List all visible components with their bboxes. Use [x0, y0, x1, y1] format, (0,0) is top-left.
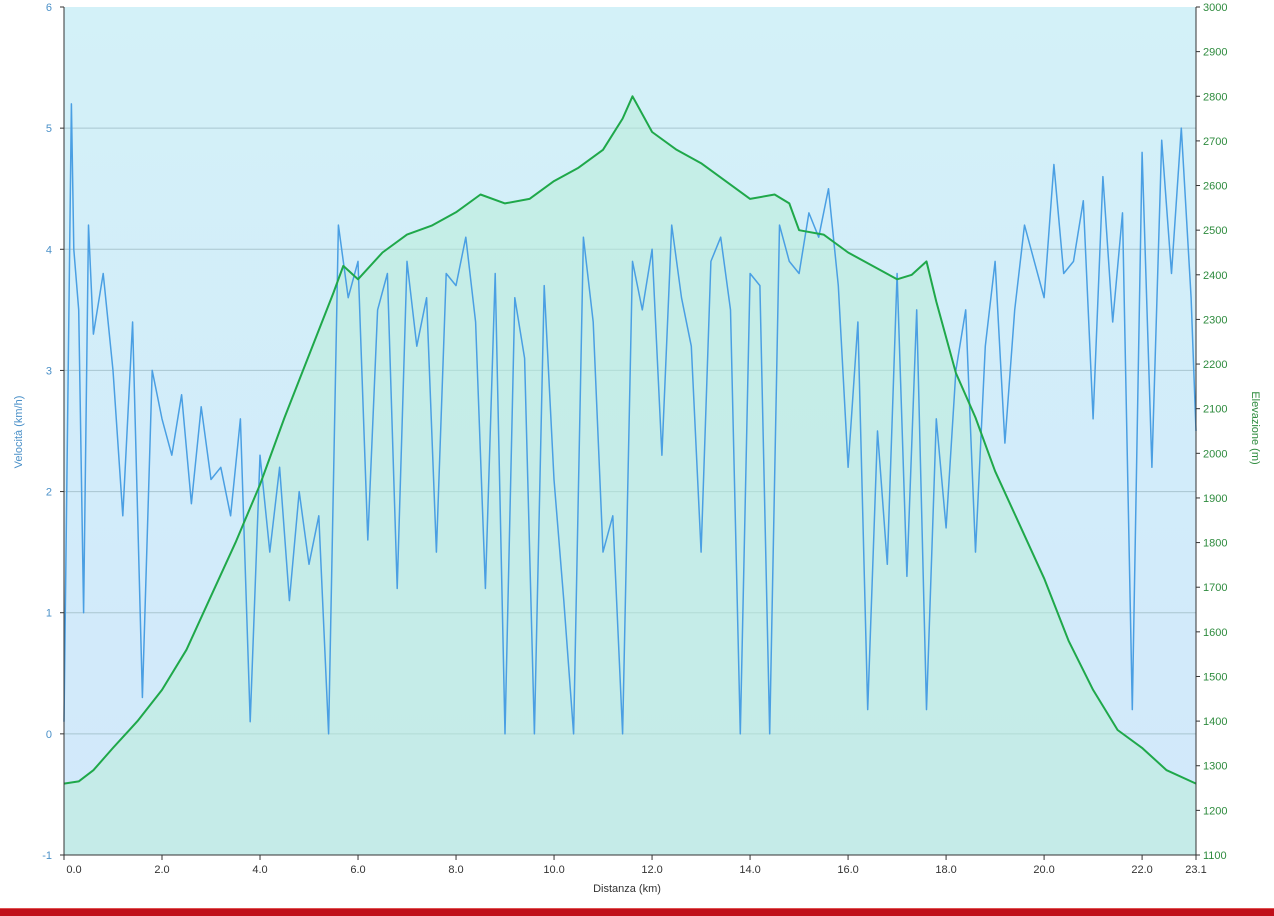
- x-tick-label: 23.1: [1185, 864, 1206, 876]
- x-tick-label: 18.0: [935, 864, 956, 876]
- bottom-status-bar: [0, 908, 1274, 916]
- right-tick-label: 2500: [1203, 225, 1227, 237]
- axes: [63, 7, 1197, 856]
- right-tick-label: 1100: [1203, 850, 1227, 862]
- right-tick-label: 1300: [1203, 761, 1227, 773]
- left-tick-label: 5: [46, 123, 52, 135]
- x-tick-label: 14.0: [739, 864, 760, 876]
- right-tick-label: 2400: [1203, 270, 1227, 282]
- right-tick-label: 2600: [1203, 181, 1227, 193]
- x-tick-label: 12.0: [641, 864, 662, 876]
- right-tick-label: 2000: [1203, 448, 1227, 460]
- left-tick-label: 2: [46, 487, 52, 499]
- x-axis-title: Distanza (km): [593, 883, 661, 895]
- right-tick-label: 1500: [1203, 671, 1227, 683]
- bottom-bar-highlight: [0, 908, 1274, 909]
- right-tick-label: 1700: [1203, 582, 1227, 594]
- x-tick-label: 2.0: [154, 864, 169, 876]
- left-tick-label: -1: [42, 850, 52, 862]
- right-tick-label: 1800: [1203, 538, 1227, 550]
- x-tick-label: 22.0: [1131, 864, 1152, 876]
- speed-series: [63, 103, 1197, 735]
- tick-labels: 6 5 4 3 2 1 0 -1 3000 2900 2800 2700 2600 2500 2400 230…: [42, 2, 1227, 876]
- right-tick-label: 1400: [1203, 716, 1227, 728]
- left-tick-label: 4: [46, 244, 52, 256]
- elevation-series: [63, 95, 1197, 785]
- right-axis-title: Elevazione (m): [1249, 391, 1261, 464]
- left-axis-title: Velocità (km/h): [13, 396, 25, 469]
- right-tick-label: 2300: [1203, 314, 1227, 326]
- left-tick-label: 6: [46, 2, 52, 14]
- right-tick-label: 2900: [1203, 47, 1227, 59]
- right-tick-label: 3000: [1203, 2, 1227, 14]
- right-tick-label: 2800: [1203, 91, 1227, 103]
- right-tick-label: 1200: [1203, 805, 1227, 817]
- x-tick-label: 8.0: [448, 864, 463, 876]
- right-tick-label: 2200: [1203, 359, 1227, 371]
- x-tick-label: 10.0: [543, 864, 564, 876]
- elevation-line: [63, 95, 1197, 785]
- right-tick-label: 2700: [1203, 136, 1227, 148]
- x-tick-label: 4.0: [252, 864, 267, 876]
- left-tick-label: 1: [46, 608, 52, 620]
- left-tick-label: 0: [46, 729, 52, 741]
- x-tick-label: 6.0: [350, 864, 365, 876]
- x-tick-label: 16.0: [837, 864, 858, 876]
- right-tick-label: 1600: [1203, 627, 1227, 639]
- right-tick-label: 2100: [1203, 404, 1227, 416]
- left-tick-label: 3: [46, 365, 52, 377]
- right-tick-label: 1900: [1203, 493, 1227, 505]
- x-tick-label: 0.0: [66, 864, 81, 876]
- x-tick-label: 20.0: [1033, 864, 1054, 876]
- speed-line: [63, 103, 1197, 735]
